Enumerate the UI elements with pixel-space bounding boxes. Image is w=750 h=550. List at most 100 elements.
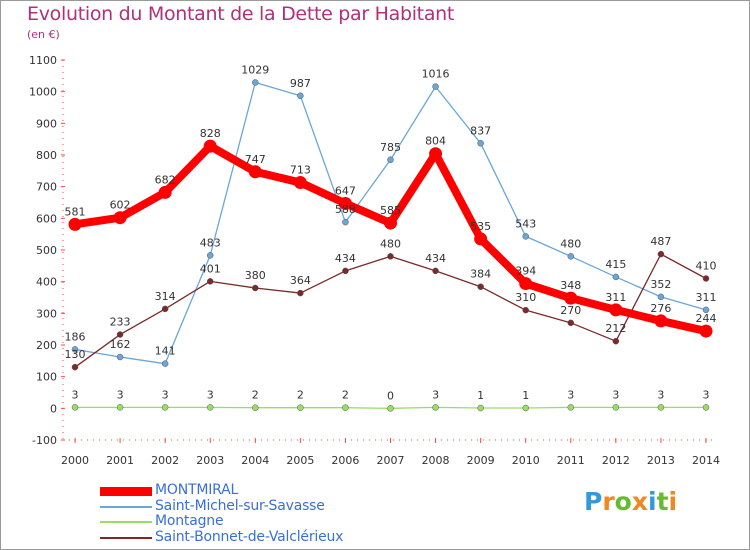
y-tick-label: 0: [50, 402, 57, 415]
data-point: [522, 404, 529, 412]
data-label: 2: [252, 389, 259, 402]
legend-item-saint-bonnet: Saint-Bonnet-de-Valclérieux: [100, 529, 420, 545]
data-label: 2: [297, 389, 304, 402]
logo-letter: x: [631, 487, 648, 516]
data-point: [522, 233, 529, 240]
y-tick-label: 300: [36, 307, 57, 320]
proxiti-logo: Proxiti: [584, 487, 677, 516]
data-label: 3: [657, 388, 664, 401]
data-point: [297, 92, 304, 100]
data-point: [519, 277, 533, 291]
data-point: [116, 353, 124, 361]
data-label: 1016: [422, 68, 450, 81]
x-tick-label: 2009: [467, 454, 495, 467]
data-label: 2: [342, 389, 349, 402]
x-tick-label: 2006: [331, 454, 359, 467]
data-point: [657, 404, 665, 411]
y-tick-label: 700: [36, 181, 57, 194]
data-point: [252, 79, 259, 86]
y-tick-label: 1100: [29, 54, 57, 67]
data-label: 483: [200, 236, 221, 249]
data-label: 480: [380, 237, 401, 250]
y-tick-label: 900: [36, 117, 57, 130]
legend-swatch-saint-michel: [100, 506, 152, 508]
data-label: 415: [605, 258, 626, 271]
data-label: 3: [432, 388, 439, 401]
data-point: [612, 337, 620, 345]
data-point: [612, 273, 620, 281]
data-point: [387, 156, 394, 163]
chart-title: Evolution du Montant de la Dette par Hab…: [27, 3, 455, 25]
x-tick-label: 2007: [377, 454, 405, 467]
data-point: [702, 404, 710, 411]
chart-unit: (en €): [27, 28, 60, 41]
data-point: [158, 185, 172, 199]
x-tick-label: 2001: [106, 454, 134, 467]
data-point: [71, 363, 79, 371]
data-point: [342, 404, 349, 411]
data-label: 394: [515, 265, 536, 278]
data-point: [203, 139, 217, 153]
data-point: [702, 306, 710, 314]
data-label: 270: [560, 304, 581, 317]
data-label: 311: [696, 291, 717, 304]
y-tick-label: 1000: [29, 86, 57, 99]
y-tick-label: 600: [36, 212, 57, 225]
data-label: 588: [335, 203, 356, 216]
data-point: [429, 147, 443, 161]
data-point: [161, 305, 169, 313]
data-label: 837: [470, 124, 491, 137]
y-tick-label: -100: [32, 434, 57, 447]
x-tick-label: 2002: [151, 454, 179, 467]
data-point: [432, 267, 439, 275]
data-label: 141: [155, 345, 176, 358]
data-point: [477, 283, 484, 290]
data-point: [567, 253, 575, 260]
data-label: 233: [110, 316, 131, 329]
x-tick-label: 2011: [557, 454, 585, 467]
logo-letter: r: [602, 487, 615, 516]
legend-swatch-montagne: [100, 521, 152, 523]
y-tick-label: 500: [36, 244, 57, 257]
data-point: [116, 331, 124, 338]
data-label: 434: [425, 252, 446, 265]
data-label: 434: [335, 252, 356, 265]
data-point: [206, 404, 214, 411]
x-tick-label: 2005: [286, 454, 314, 467]
data-point: [612, 404, 620, 411]
data-label: 3: [207, 388, 214, 401]
y-tick-label: 400: [36, 276, 57, 289]
data-point: [116, 404, 124, 411]
data-point: [474, 232, 488, 246]
data-label: 310: [515, 291, 536, 304]
data-label: 311: [605, 291, 626, 304]
legend-label-saint-bonnet: Saint-Bonnet-de-Valclérieux: [155, 529, 344, 545]
data-point: [699, 324, 713, 338]
data-point: [387, 405, 394, 412]
data-point: [206, 278, 214, 285]
data-label: 3: [567, 388, 574, 401]
data-label: 352: [650, 278, 671, 291]
logo-letter: P: [584, 487, 603, 516]
x-tick-label: 2004: [241, 454, 269, 467]
data-label: 364: [290, 274, 311, 287]
data-point: [477, 404, 484, 412]
line-chart: -100 0 100 200 300 400 500 600 700 800 900 1000 1100…: [29, 54, 720, 467]
data-label: 384: [470, 268, 491, 281]
data-point: [564, 291, 578, 305]
data-label: 3: [117, 388, 124, 401]
data-point: [477, 140, 484, 147]
data-label: 314: [155, 290, 176, 303]
data-point: [206, 252, 214, 259]
legend-label-saint-michel: Saint-Michel-sur-Savasse: [155, 498, 325, 514]
data-point: [384, 216, 397, 230]
data-point: [68, 217, 82, 231]
data-label: 713: [290, 164, 311, 177]
legend-swatch-montmiral: [100, 487, 152, 496]
data-point: [432, 404, 439, 411]
data-label: 602: [110, 199, 131, 212]
data-point: [432, 83, 439, 90]
data-label: 543: [515, 217, 536, 230]
x-tick-label: 2014: [692, 454, 720, 467]
